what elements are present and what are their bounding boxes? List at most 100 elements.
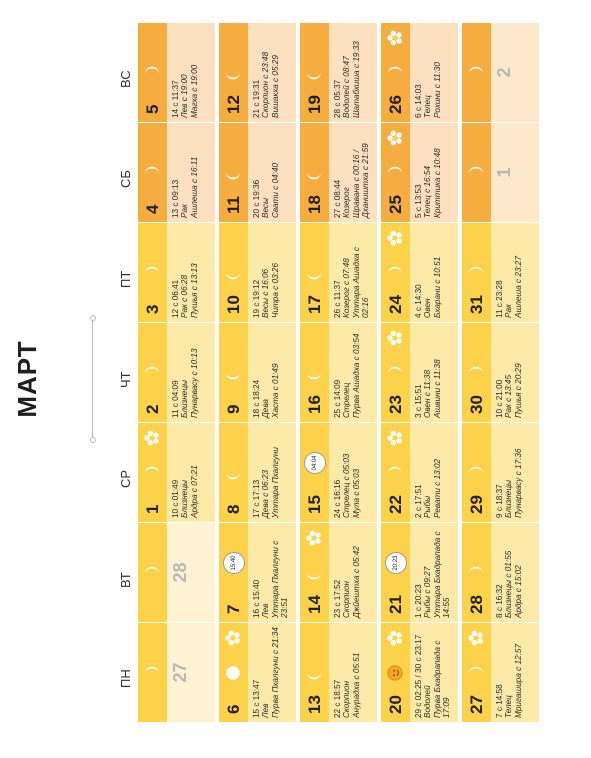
day-number: 16 [304, 395, 324, 414]
day-number: 14 [304, 595, 324, 614]
day-number: 7 [223, 604, 243, 614]
calendar-day-cell: 26 6 с 14:03 Телец Рохини с 11:30 [381, 22, 458, 122]
adjacent-month-day-number: 2 [494, 67, 514, 78]
day-number: 12 [223, 95, 243, 114]
lunar-day-text: 2 с 17:51 [414, 484, 423, 518]
day-details: 15 с 13:47 Лев Пурва Пхалгуни с 21:34 [248, 623, 280, 722]
moon-phase-icon [305, 64, 323, 82]
day-number: 15 [304, 495, 324, 514]
day-details: 20 с 19:36 Весы Свати с 04:40 [248, 123, 280, 222]
calendar-day-cell: 6 15 с 13:47 Лев Пурва Пхалгуни с 21:34 [219, 622, 296, 722]
moon-sign-text: Стрелец с 05:03 [342, 453, 352, 518]
flower-icon [386, 629, 404, 647]
day-number: 31 [466, 295, 486, 314]
nakshatra-text: Пушья с 13:13 [189, 263, 199, 318]
day-details: 14 с 11:37 Лев с 19:00 Магха с 19:00 [167, 23, 199, 122]
lunar-day-text: 14 с 11:37 [171, 80, 180, 118]
moon-phase-icon [143, 464, 161, 482]
calendar-day-cell: 3 12 с 06:41 Рак с 06:28 Пушья с 13:13 [138, 222, 215, 322]
calendar-day-cell: 20 29 с 02:25 / 30 с 23:17 Водолей Пурва Бх… [381, 622, 458, 722]
day-header [138, 623, 167, 722]
lunar-day-text: 25 с 14:09 [333, 379, 342, 418]
day-details: 2 с 17:51 Рыбы Ревати с 13:02 [410, 423, 442, 522]
day-number: 30 [466, 395, 486, 414]
flower-icon [224, 629, 242, 647]
nakshatra-text: Ардра с 07:21 [189, 465, 199, 518]
moon-sign-text: Скорпион [342, 580, 352, 618]
calendar-cell-empty: 28 [138, 522, 215, 622]
day-header: 17 [300, 223, 329, 322]
day-header: 6 [219, 623, 248, 722]
moon-sign-text: Близнецы [504, 479, 514, 518]
nakshatra-text: Рохини с 11:30 [432, 62, 442, 118]
lunar-day-text: 29 с 02:25 / 30 с 23:17 [414, 634, 423, 718]
calendar-day-cell: 25 5 с 13:53 Телец с 16:54 Криттика с 10:48 [381, 122, 458, 222]
nakshatra-text: Ашлеша с 16:11 [189, 156, 199, 218]
calendar-day-cell: 27 7 с 14:58 Телец Мригашира с 12:57 [462, 622, 539, 722]
nakshatra-text: Уттара Пхалгуни [270, 447, 280, 518]
lunar-day-text: 7 с 14:58 [495, 684, 504, 718]
calendar-cell-empty: 1 [462, 122, 539, 222]
day-details: 16 с 15:40 Лев Уттара Пхалгуни с 23:51 [248, 523, 290, 622]
weekday-label: ПН [118, 669, 133, 688]
day-header [138, 523, 167, 622]
day-details: 6 с 14:03 Телец Рохини с 11:30 [410, 23, 442, 122]
day-details: 21 с 19:31 Скорпион с 23:48 Вишакха с 05:2… [248, 23, 280, 122]
moon-sign-text: Овен с 11:38 [423, 369, 433, 418]
day-header: 15 04:04 [300, 423, 329, 522]
lunar-day-text: 11 с 23:28 [495, 280, 504, 318]
day-number: 27 [466, 695, 486, 714]
day-header: 2 [138, 323, 167, 422]
day-details: 22 с 18:57 Скорпион Анурадха с 05:51 [329, 623, 361, 722]
day-header: 22 [381, 423, 410, 522]
day-details: 11 с 04:09 Близнецы Пунарвасу с 10:13 [167, 323, 199, 422]
day-details: 19 с 19:12 Весы с 16:06 Читра с 03:26 [248, 223, 280, 322]
lunar-day-text: 12 с 06:41 [171, 279, 180, 318]
calendar-day-cell: 9 18 с 18:24 Дева Хаста с 01:49 [219, 322, 296, 422]
flower-icon [386, 229, 404, 247]
day-header: 29 [462, 423, 491, 522]
lunar-day-text: 10 с 21:00 [495, 379, 504, 418]
day-details: 1 с 20:23 Рыбы с 09:27 Уттара Бхадрапада с… [410, 523, 452, 622]
moon-sign-text: Рак [504, 304, 514, 318]
day-number: 29 [466, 495, 486, 514]
day-header: 27 [462, 623, 491, 722]
day-number: 19 [304, 95, 324, 114]
day-details: 9 с 18:37 Близнецы Пунарвасу с 17:36 [491, 423, 523, 522]
lunar-day-text: 23 с 17:52 [333, 579, 342, 618]
nakshatra-text: Мула с 05:03 [351, 468, 361, 518]
day-header [462, 23, 491, 122]
day-header: 26 [381, 23, 410, 122]
lunar-day-text: 28 с 05:37 [333, 79, 342, 118]
calendar-cell-empty: 2 [462, 22, 539, 122]
nakshatra-text: Шатабхиша с 19:33 [351, 41, 361, 118]
lunar-day-text: 1 с 20:23 [414, 584, 423, 618]
moon-phase-icon [224, 364, 242, 382]
weekday-label: СБ [118, 170, 133, 188]
day-header: 14 [300, 523, 329, 622]
moon-sign-text: Козерог [342, 187, 352, 218]
moon-sign-text: Водолей [423, 685, 433, 718]
moon-sign-text: Рыбы [423, 495, 433, 518]
moon-sign-text: Овен [423, 298, 433, 318]
moon-phase-icon [305, 164, 323, 182]
day-header: 30 [462, 323, 491, 422]
moon-phase-icon [467, 364, 485, 382]
calendar-day-cell: 30 10 с 21:00 Рак с 13:45 Пушья с 20:29 [462, 322, 539, 422]
calendar-day-cell: 4 13 с 09:13 Рак Ашлеша с 16:11 [138, 122, 215, 222]
adjacent-month-day-number: 27 [170, 662, 190, 683]
lunar-day-text: 17 с 17:13 [252, 479, 261, 518]
moon-sign-text: Рак с 13:45 [504, 374, 514, 418]
moon-phase-icon [467, 564, 485, 582]
weekday-label: ПТ [118, 270, 133, 288]
moon-phase-icon [224, 464, 242, 482]
calendar-day-cell: 24 4 с 14:30 Овен Бхарани с 10:51 [381, 222, 458, 322]
moon-phase-icon [386, 64, 404, 82]
calendar-day-cell: 10 19 с 19:12 Весы с 16:06 Читра с 03:26 [219, 222, 296, 322]
calendar-day-cell: 1 10 с 01:49 Близнецы Ардра с 07:21 [138, 422, 215, 522]
moon-phase-icon [386, 264, 404, 282]
day-header: 12 [219, 23, 248, 122]
nakshatra-text: Магха с 19:00 [189, 64, 199, 118]
day-details: 27 с 08:44 Козерог Шравана с 00:16 / Дхани… [329, 123, 371, 222]
